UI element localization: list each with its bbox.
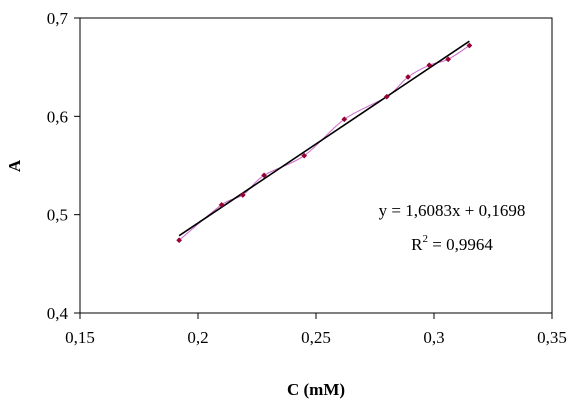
r-squared-label: R2 = 0,9964 [411, 233, 493, 254]
data-point [405, 74, 411, 80]
x-tick-label: 0,35 [537, 328, 567, 347]
x-axis: 0,15 0,2 0,25 0,3 0,35 [65, 313, 567, 347]
data-markers [176, 42, 473, 244]
trendline-equation: y = 1,6083x + 0,1698 [379, 201, 526, 220]
plot-area [79, 17, 553, 314]
data-point [176, 237, 183, 244]
data-point [301, 152, 308, 159]
x-tick-label: 0,3 [423, 328, 444, 347]
trendline-group [178, 40, 470, 237]
x-tick-label: 0,15 [65, 328, 95, 347]
data-point [445, 56, 452, 63]
x-axis-title: C (mM) [287, 380, 345, 399]
data-point [341, 116, 348, 123]
y-axis-title: A [5, 159, 24, 172]
data-point [383, 93, 390, 100]
data-point [218, 201, 225, 208]
data-point [261, 172, 268, 179]
data-point [426, 62, 433, 69]
r-squared-exponent: 2 [423, 233, 429, 245]
y-tick-label: 0,7 [47, 9, 69, 28]
trendline [178, 40, 470, 237]
x-tick-label: 0,2 [187, 328, 208, 347]
r-squared-value: = 0,9964 [428, 235, 493, 254]
y-tick-label: 0,6 [47, 107, 68, 126]
y-tick-label: 0,5 [47, 206, 68, 225]
x-tick-label: 0,25 [301, 328, 331, 347]
r-squared-prefix: R [411, 235, 423, 254]
y-axis: 0,4 0,5 0,6 0,7 [47, 9, 80, 323]
data-point [239, 192, 246, 198]
data-point [466, 42, 473, 49]
y-tick-label: 0,4 [47, 304, 69, 323]
